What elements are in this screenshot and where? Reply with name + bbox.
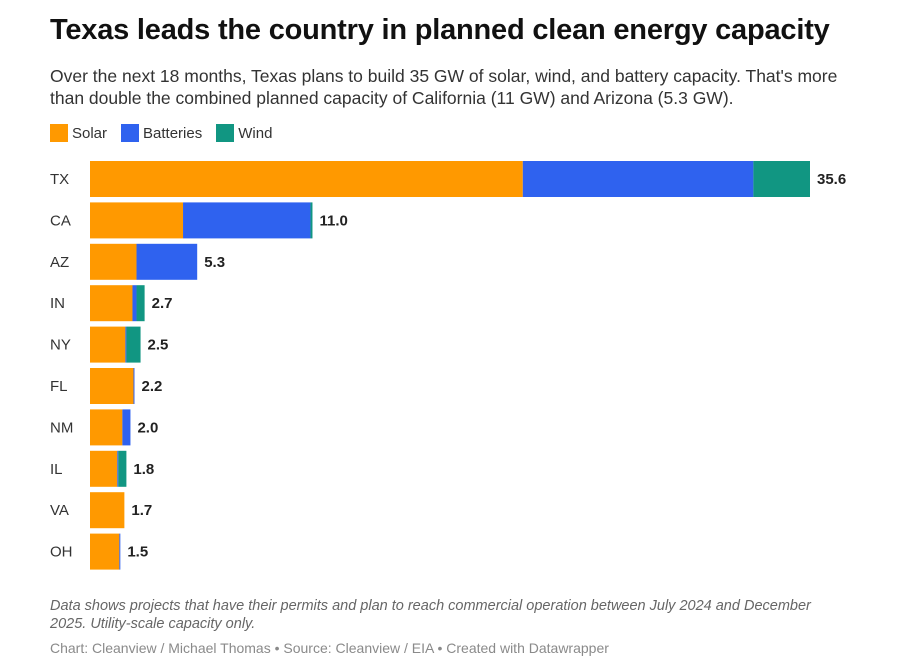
bar-fl-solar: [90, 368, 134, 404]
value-label-tx: 35.6: [817, 171, 846, 188]
bar-ca-batteries: [183, 202, 311, 239]
value-label-il: 1.8: [133, 461, 154, 478]
category-label-nm: NM: [50, 419, 73, 436]
category-label-il: IL: [50, 461, 63, 478]
chart-notes: Data shows projects that have their perm…: [50, 598, 811, 632]
value-label-ny: 2.5: [148, 337, 169, 354]
bar-oh-solar: [90, 533, 120, 570]
bar-ny-wind: [126, 326, 141, 363]
category-label-az: AZ: [50, 254, 69, 271]
legend-swatch-solar: [50, 124, 68, 142]
value-label-nm: 2.0: [137, 419, 158, 436]
category-label-ca: CA: [50, 212, 71, 229]
legend-swatch-batteries: [121, 124, 140, 142]
legend-label-wind: Wind: [238, 124, 273, 142]
bar-ny-solar: [90, 326, 126, 363]
value-label-va: 1.7: [131, 502, 152, 519]
bar-il-wind: [118, 450, 127, 487]
bar-fl-batteries: [133, 368, 135, 404]
bar-ca-solar: [90, 202, 184, 239]
bar-va-solar: [90, 492, 125, 529]
chart-title: Texas leads the country in planned clean…: [50, 14, 830, 46]
value-label-az: 5.3: [204, 254, 225, 271]
bar-az-batteries: [136, 243, 198, 280]
bar-il-solar: [90, 450, 118, 487]
legend-item-wind: Wind: [216, 124, 272, 142]
bar-tx-solar: [90, 161, 523, 197]
category-label-fl: FL: [50, 378, 68, 395]
category-label-va: VA: [50, 502, 69, 519]
bar-tx-wind: [753, 161, 810, 197]
value-label-ca: 11.0: [319, 212, 347, 229]
chart-credit: Chart: Cleanview / Michael Thomas • Sour…: [50, 640, 609, 656]
category-label-tx: TX: [50, 171, 69, 188]
bar-in-batteries: [132, 285, 137, 322]
bar-oh-batteries: [119, 533, 121, 570]
category-label-oh: OH: [50, 544, 73, 561]
bar-ny-batteries: [125, 326, 127, 363]
legend-item-solar: Solar: [50, 124, 107, 142]
bar-nm-solar: [90, 409, 123, 446]
bar-in-wind: [136, 285, 145, 322]
bar-az-solar: [90, 243, 137, 280]
value-label-in: 2.7: [152, 295, 173, 312]
bar-ca-wind: [310, 202, 313, 239]
legend-item-batteries: Batteries: [121, 124, 202, 142]
category-label-in: IN: [50, 295, 65, 312]
bar-nm-batteries: [122, 409, 131, 446]
bar-in-solar: [90, 285, 133, 322]
bar-il-batteries: [117, 450, 119, 487]
value-label-fl: 2.2: [141, 378, 162, 395]
chart-subtitle: Over the next 18 months, Texas plans to …: [50, 66, 838, 108]
bar-chart: TX 35.6 CA 11.0 AZ 5.3 IN 2.7 NY 2.5 FL 2.2 NM 2.0 IL 1…: [50, 161, 846, 570]
legend-label-solar: Solar: [72, 124, 108, 142]
legend: Solar Batteries Wind: [50, 124, 286, 142]
value-label-oh: 1.5: [127, 544, 148, 561]
bar-tx-batteries: [522, 161, 754, 197]
legend-swatch-wind: [216, 124, 235, 142]
category-label-ny: NY: [50, 337, 71, 354]
legend-label-batteries: Batteries: [143, 124, 203, 142]
